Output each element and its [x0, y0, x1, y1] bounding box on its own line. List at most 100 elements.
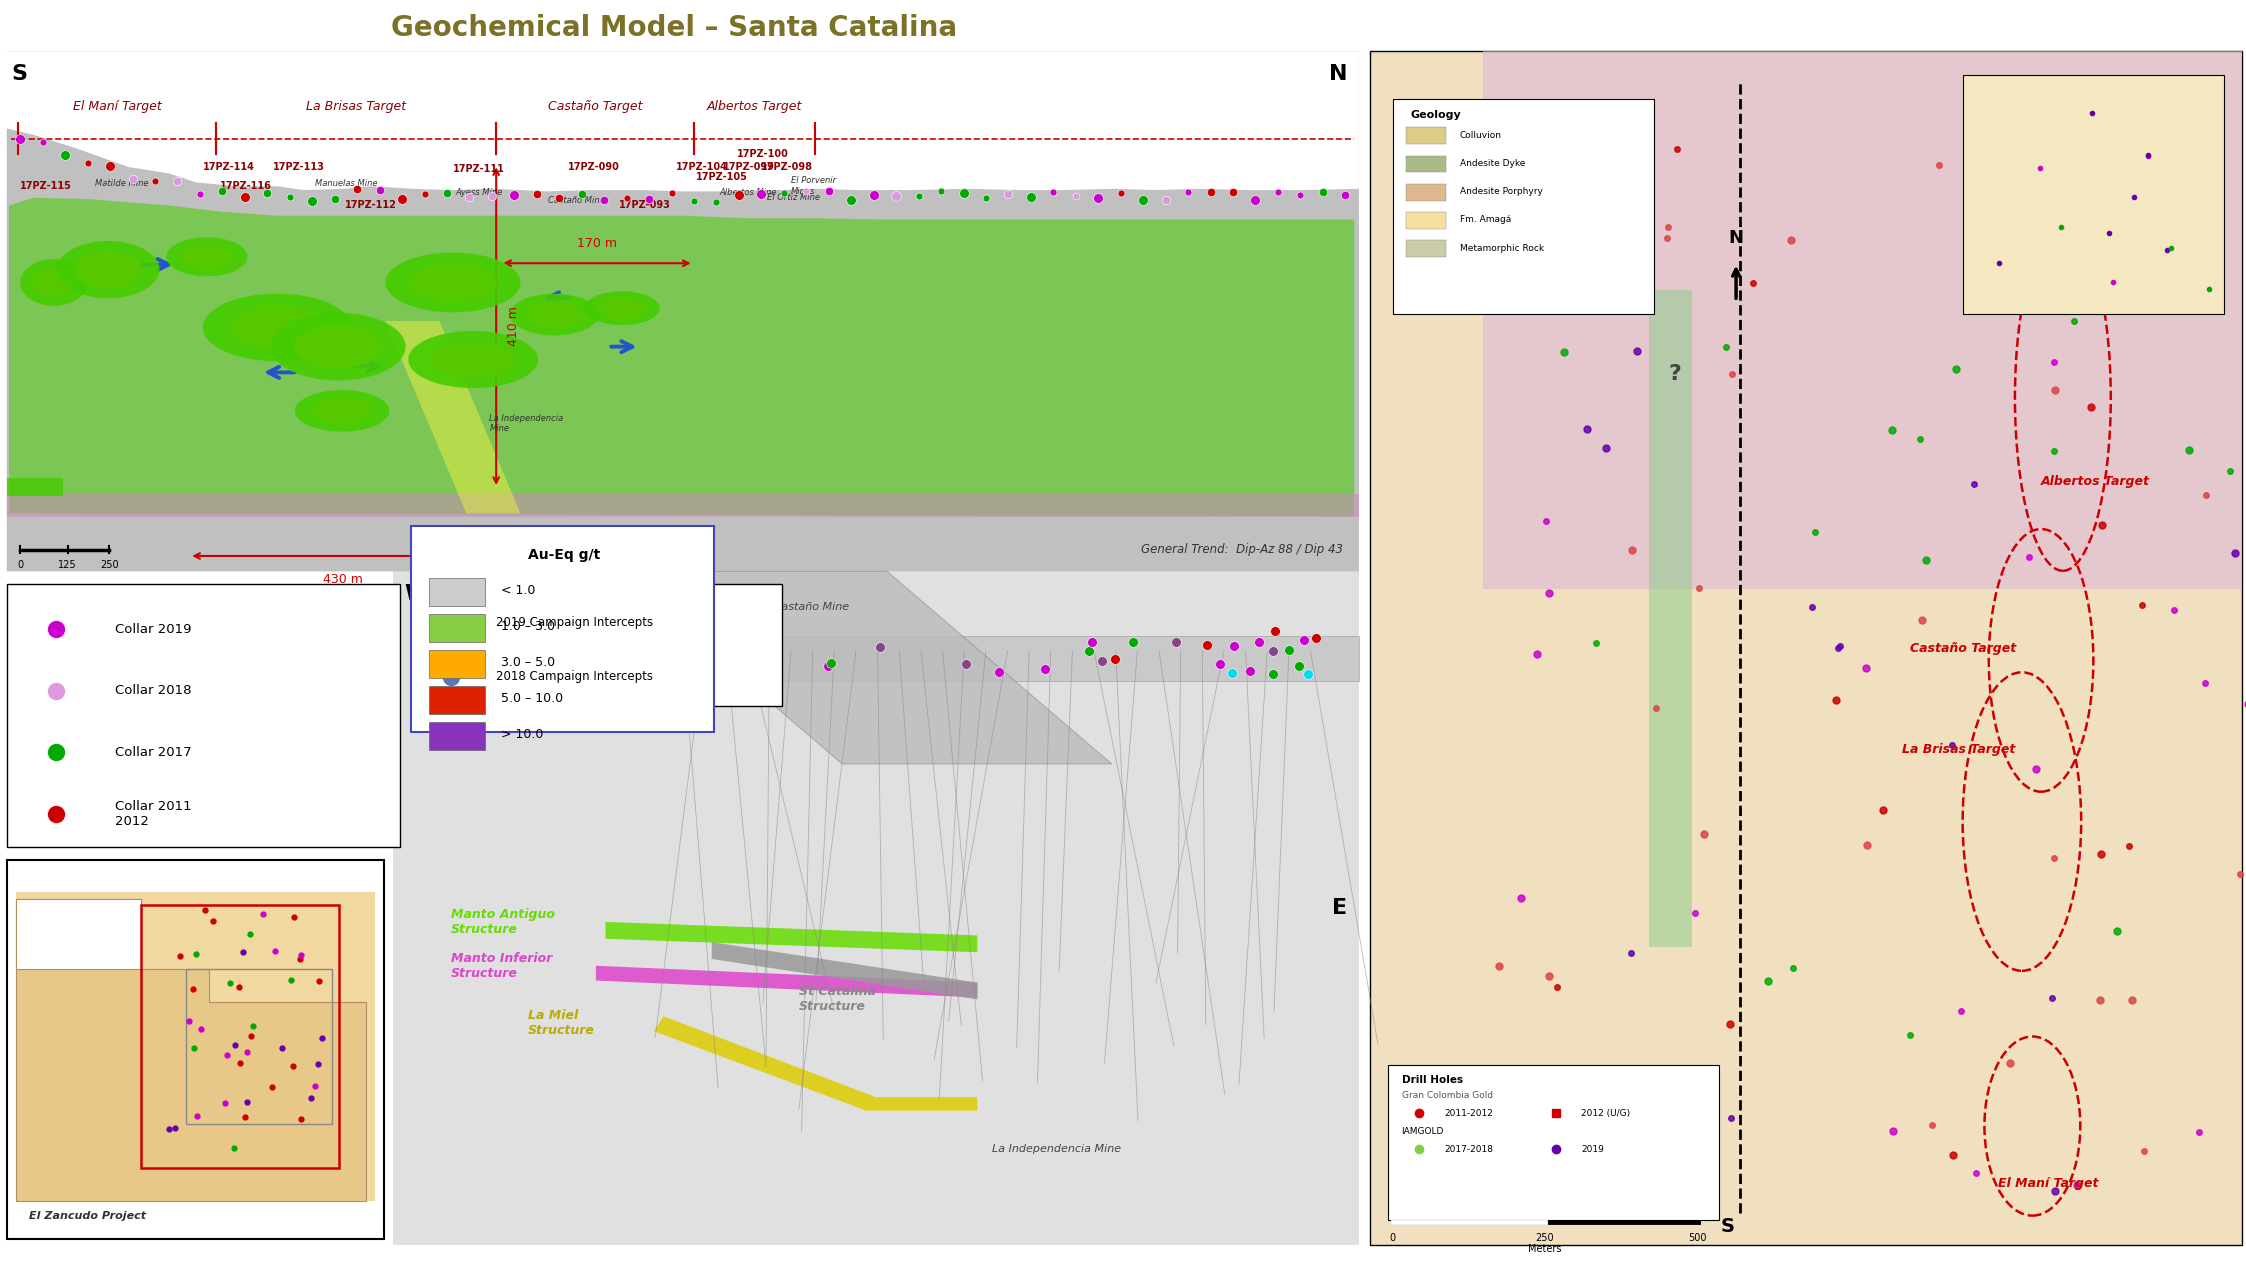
Text: Geology: Geology [1410, 109, 1462, 119]
Bar [411, 584, 782, 706]
Bar [16, 892, 375, 1201]
Ellipse shape [312, 397, 373, 425]
Text: 17PZ-115: 17PZ-115 [20, 181, 72, 191]
Bar [1370, 51, 2242, 1245]
Text: El Maní Target: El Maní Target [1997, 1177, 2098, 1190]
Text: Castaño Mine: Castaño Mine [548, 195, 604, 205]
Polygon shape [438, 636, 1359, 681]
Text: El Ortiz Mine: El Ortiz Mine [766, 193, 820, 203]
Text: El Porvenir
Mines: El Porvenir Mines [791, 176, 836, 196]
Text: 430 m: 430 m [323, 573, 362, 586]
Bar [429, 722, 485, 750]
Text: 17PZ-111: 17PZ-111 [454, 164, 505, 175]
Text: 17PZ-113: 17PZ-113 [274, 162, 326, 172]
Text: El Castaño Mine: El Castaño Mine [759, 602, 849, 612]
Polygon shape [712, 942, 977, 999]
Ellipse shape [584, 291, 660, 325]
Ellipse shape [386, 253, 521, 312]
Polygon shape [7, 51, 1359, 191]
Ellipse shape [526, 300, 584, 329]
Ellipse shape [20, 259, 88, 306]
Text: La Brisas Target: La Brisas Target [1902, 743, 2015, 756]
Ellipse shape [539, 307, 570, 322]
Bar [7, 860, 384, 1239]
Ellipse shape [429, 272, 476, 293]
Text: La Brisas Target: La Brisas Target [305, 100, 407, 113]
Bar [7, 584, 400, 847]
Ellipse shape [166, 238, 247, 276]
Text: Gran Colombia Gold: Gran Colombia Gold [1402, 1091, 1494, 1100]
Text: El Maní Target: El Maní Target [74, 100, 162, 113]
Ellipse shape [326, 403, 359, 419]
Text: Manto Inferior
Structure: Manto Inferior Structure [451, 951, 553, 980]
Text: 17PZ-112: 17PZ-112 [344, 200, 398, 211]
Text: 250: 250 [101, 560, 119, 570]
Text: < 1.0: < 1.0 [501, 584, 535, 597]
Text: 2018 Campaign Intercepts: 2018 Campaign Intercepts [496, 670, 654, 683]
Bar [393, 571, 1359, 1245]
Text: N: N [1729, 230, 1743, 248]
Ellipse shape [180, 244, 234, 270]
Ellipse shape [597, 297, 647, 320]
Polygon shape [606, 922, 977, 953]
Text: > 10.0: > 10.0 [501, 728, 544, 741]
Polygon shape [618, 571, 1112, 764]
Polygon shape [595, 966, 977, 998]
Text: 3.0 – 5.0: 3.0 – 5.0 [501, 656, 555, 669]
Text: El Zancudo Project: El Zancudo Project [29, 1211, 146, 1221]
Text: Andesite Dyke: Andesite Dyke [1460, 159, 1525, 168]
Text: 17PZ-104: 17PZ-104 [676, 162, 728, 172]
Text: Albertos Mine: Albertos Mine [719, 187, 777, 198]
Bar [1388, 1064, 1718, 1220]
Polygon shape [7, 128, 1359, 571]
Ellipse shape [90, 259, 126, 280]
Polygon shape [654, 1017, 977, 1111]
Ellipse shape [229, 306, 326, 349]
Bar [1406, 184, 1446, 200]
Text: 17PZ-116: 17PZ-116 [220, 181, 272, 191]
Text: La Miel
Structure: La Miel Structure [528, 1009, 595, 1037]
Bar [7, 51, 1359, 571]
Text: 17PZ-093: 17PZ-093 [620, 200, 672, 211]
Text: St Catalina
Structure: St Catalina Structure [800, 985, 876, 1013]
Text: Metamorphic Rock: Metamorphic Rock [1460, 244, 1543, 253]
Ellipse shape [451, 349, 496, 370]
Ellipse shape [43, 275, 65, 290]
Text: E: E [1332, 899, 1348, 918]
Ellipse shape [74, 252, 141, 288]
Polygon shape [16, 899, 366, 1201]
Text: 250: 250 [1536, 1233, 1554, 1243]
Text: Meters: Meters [1527, 1244, 1561, 1254]
Text: 5.0 – 10.0: 5.0 – 10.0 [501, 692, 564, 705]
Text: Collar 2011
2012: Collar 2011 2012 [115, 800, 191, 828]
Polygon shape [386, 321, 521, 514]
Ellipse shape [609, 302, 636, 315]
Text: General Trend:  Dip-Az 88 / Dip 43: General Trend: Dip-Az 88 / Dip 43 [1141, 543, 1343, 556]
Text: Manto Antiguo
Structure: Manto Antiguo Structure [451, 908, 555, 936]
Text: Albertos Mine: Albertos Mine [528, 611, 604, 621]
Text: W: W [404, 584, 429, 605]
Text: S: S [1720, 1217, 1734, 1235]
Text: Colluvion: Colluvion [1460, 131, 1503, 140]
Text: Geochemical Model – Santa Catalina: Geochemical Model – Santa Catalina [391, 14, 957, 42]
Text: La Independencia Mine: La Independencia Mine [993, 1144, 1121, 1154]
Text: 2019: 2019 [1581, 1145, 1604, 1154]
Text: Collar 2017: Collar 2017 [115, 746, 191, 759]
Ellipse shape [31, 267, 76, 298]
Text: 1.0 – 3.0: 1.0 – 3.0 [501, 620, 555, 633]
Text: Albertos Target: Albertos Target [707, 100, 802, 113]
Bar [7, 494, 1359, 517]
Bar [1406, 155, 1446, 172]
Text: 17PZ-114: 17PZ-114 [202, 162, 254, 172]
Bar [16, 899, 141, 969]
Text: 0: 0 [18, 560, 22, 570]
Polygon shape [9, 198, 1354, 516]
Bar [1393, 99, 1653, 315]
Bar [1406, 127, 1446, 144]
Bar [429, 650, 485, 678]
Text: Matilde Mine: Matilde Mine [94, 178, 148, 189]
Ellipse shape [202, 294, 353, 361]
Text: Fm. Amagá: Fm. Amagá [1460, 216, 1512, 225]
Bar [1482, 51, 2242, 588]
Ellipse shape [252, 316, 303, 339]
